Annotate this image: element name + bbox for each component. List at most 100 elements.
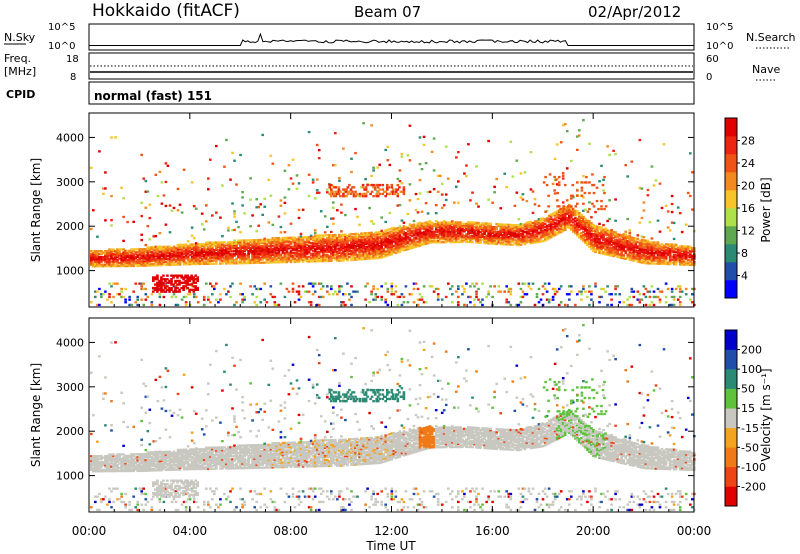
power-cell bbox=[646, 245, 650, 248]
power-cell bbox=[521, 240, 525, 243]
power-cell bbox=[227, 260, 230, 264]
power-cell bbox=[172, 206, 176, 210]
power-cell bbox=[559, 229, 563, 232]
power-cell bbox=[229, 295, 232, 299]
power-cell bbox=[144, 243, 148, 247]
power-cell bbox=[602, 236, 605, 239]
power-cell bbox=[477, 230, 480, 234]
power-cell bbox=[277, 256, 281, 259]
power-cell bbox=[545, 236, 549, 240]
power-cell bbox=[650, 242, 654, 246]
power-cell bbox=[420, 233, 424, 236]
power-cell bbox=[130, 255, 133, 259]
power-cell bbox=[592, 226, 595, 230]
power-cell bbox=[644, 248, 648, 251]
power-cell bbox=[418, 226, 422, 229]
power-cell bbox=[436, 239, 440, 242]
power-cell bbox=[366, 250, 369, 253]
power-cell bbox=[326, 241, 329, 245]
power-cell bbox=[166, 248, 170, 252]
power-cell bbox=[632, 247, 636, 250]
power-cell bbox=[207, 259, 210, 262]
power-cell bbox=[563, 224, 567, 227]
power-cell bbox=[422, 243, 426, 246]
power-cell bbox=[537, 239, 541, 242]
power-cell bbox=[168, 231, 172, 234]
power-cell bbox=[172, 263, 176, 266]
power-cell bbox=[590, 241, 593, 244]
power-cell bbox=[287, 188, 291, 191]
power-cell bbox=[364, 245, 367, 249]
power-cell bbox=[94, 256, 97, 259]
power-cell bbox=[227, 245, 230, 249]
power-cell bbox=[481, 232, 484, 236]
power-cell bbox=[180, 245, 184, 248]
power-cell bbox=[150, 255, 154, 258]
power-cell bbox=[426, 229, 430, 233]
power-cell bbox=[640, 241, 644, 245]
power-cell bbox=[533, 224, 537, 228]
power-cell bbox=[265, 243, 269, 246]
power-cell bbox=[297, 236, 301, 239]
power-cell bbox=[469, 285, 472, 288]
power-cell bbox=[289, 238, 293, 241]
power-cell bbox=[328, 255, 331, 258]
power-cell bbox=[392, 228, 396, 231]
power-cell bbox=[196, 253, 200, 257]
power-cell bbox=[432, 223, 436, 226]
power-cell bbox=[461, 233, 464, 236]
power-cell bbox=[521, 231, 525, 234]
power-cell bbox=[219, 250, 222, 253]
power-cell bbox=[207, 258, 210, 261]
power-cell bbox=[269, 255, 273, 258]
power-cell bbox=[186, 258, 190, 261]
power-cell bbox=[372, 252, 375, 256]
power-cell bbox=[388, 243, 392, 246]
power-cell bbox=[354, 237, 357, 240]
power-cell bbox=[451, 285, 454, 288]
power-cell bbox=[190, 256, 194, 260]
power-cell bbox=[487, 236, 490, 239]
power-cell bbox=[624, 164, 628, 167]
power-cell bbox=[102, 192, 105, 196]
power-cell bbox=[509, 232, 513, 236]
power-cell bbox=[549, 234, 553, 237]
power-cell bbox=[326, 191, 329, 194]
power-cell bbox=[497, 241, 501, 244]
power-cell bbox=[194, 252, 198, 255]
power-cell bbox=[384, 252, 388, 255]
power-cell bbox=[261, 250, 265, 254]
power-cell bbox=[493, 230, 496, 233]
power-cell bbox=[237, 225, 240, 229]
power-cell bbox=[295, 253, 299, 256]
power-cell bbox=[142, 282, 146, 285]
power-cell bbox=[289, 253, 293, 256]
power-cell bbox=[586, 230, 589, 233]
power-cell bbox=[483, 229, 486, 233]
power-cell bbox=[408, 232, 412, 235]
power-cell bbox=[180, 255, 184, 259]
power-cell bbox=[563, 228, 567, 232]
power-cell bbox=[342, 259, 345, 262]
power-cell bbox=[124, 252, 127, 256]
power-cell bbox=[239, 247, 242, 250]
power-cell bbox=[360, 236, 363, 240]
power-cell bbox=[293, 244, 297, 247]
power-cell bbox=[624, 236, 628, 239]
power-cell bbox=[289, 260, 293, 264]
power-cell bbox=[106, 253, 109, 256]
power-cell bbox=[487, 290, 490, 293]
power-cell bbox=[160, 248, 164, 252]
power-cell bbox=[253, 257, 257, 260]
power-cell bbox=[436, 293, 440, 296]
power-cell bbox=[178, 288, 181, 292]
power-cell bbox=[505, 228, 509, 231]
power-cell bbox=[634, 255, 638, 258]
power-cell bbox=[686, 256, 690, 259]
power-cell bbox=[96, 263, 99, 266]
power-cell bbox=[192, 293, 196, 296]
power-cell bbox=[424, 162, 428, 165]
power-cell bbox=[396, 242, 400, 245]
power-cell bbox=[356, 235, 359, 239]
power-cell bbox=[309, 254, 313, 257]
